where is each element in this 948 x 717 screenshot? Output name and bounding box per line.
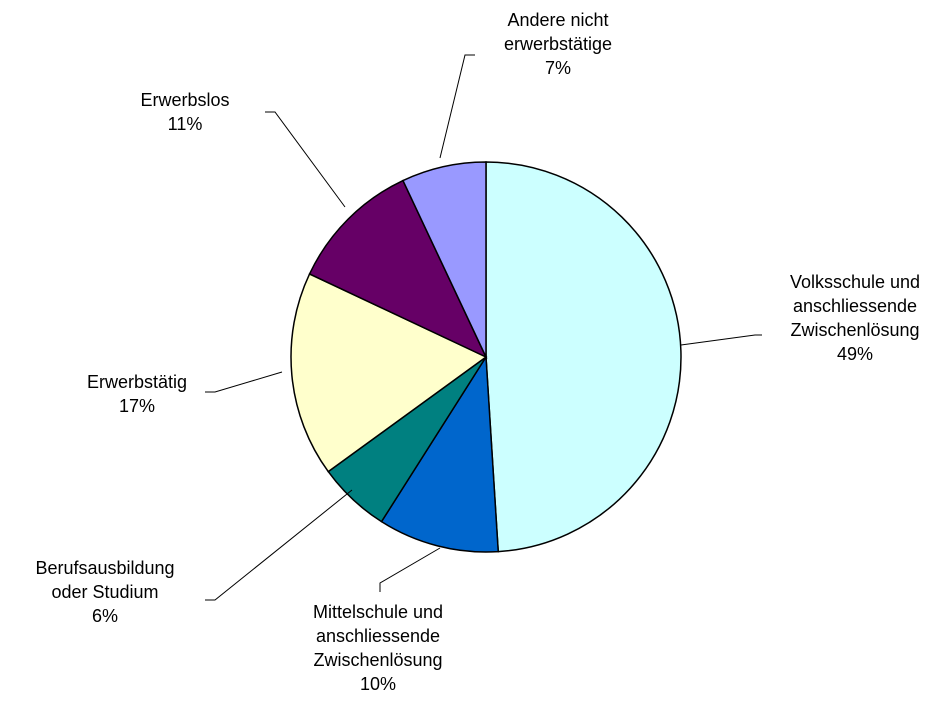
value-label: 6% <box>91 606 118 626</box>
slice-label: Berufsausbildung oder Studium 6% <box>5 556 205 628</box>
leader-line <box>379 547 441 592</box>
category-label: Berufsausbildung oder Studium <box>35 558 175 602</box>
leader-line <box>680 334 762 346</box>
value-label: 49% <box>836 344 874 364</box>
slice-label: Andere nicht erwerbstätige 7% <box>483 8 633 80</box>
value-label: 11% <box>167 114 203 134</box>
value-label: 7% <box>544 58 571 78</box>
pie-slice <box>290 272 488 473</box>
value-label: 17% <box>118 396 156 416</box>
leader-line <box>265 111 346 208</box>
leader-line <box>439 54 475 159</box>
category-label: Mittelschule und anschliessende Zwischen… <box>312 602 444 670</box>
category-label: Andere nicht erwerbstätige <box>503 10 613 54</box>
pie-slice <box>380 354 500 553</box>
category-label: Volksschule und anschliessende Zwischenl… <box>789 272 921 340</box>
slice-label: Erwerbslos 11% <box>115 88 255 136</box>
leader-line <box>205 371 283 393</box>
pie-slice <box>485 161 682 553</box>
slice-label: Mittelschule und anschliessende Zwischen… <box>283 600 473 696</box>
category-label: Erwerbslos <box>140 90 230 110</box>
leader-line <box>205 489 353 601</box>
slice-label: Erwerbstätig 17% <box>57 370 217 418</box>
pie-slice <box>308 179 488 359</box>
slice-label: Volksschule und anschliessende Zwischenl… <box>760 270 948 366</box>
category-label: Erwerbstätig <box>86 372 188 392</box>
value-label: 10% <box>359 674 397 694</box>
pie-slice <box>401 161 487 358</box>
